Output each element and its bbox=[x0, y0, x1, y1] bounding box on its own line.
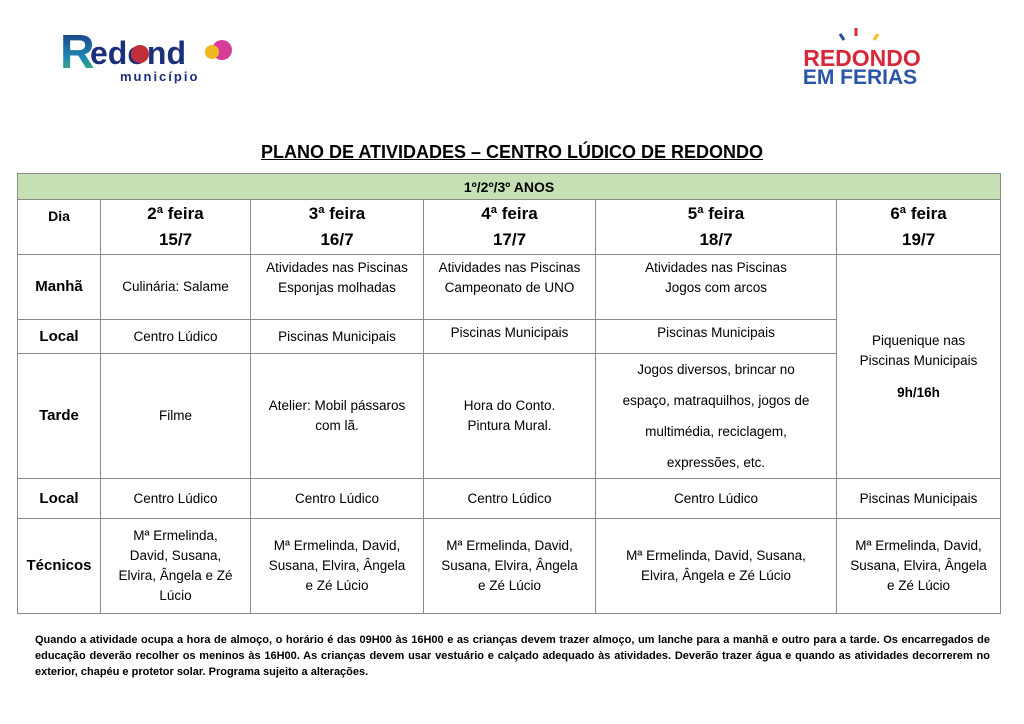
grade-header: 1º/2º/3º ANOS bbox=[16, 173, 1002, 200]
cell: Mª Ermelinda, David, Susana, Elvira, Ânge… bbox=[595, 518, 837, 614]
cell: Centro Lúdico bbox=[100, 319, 251, 354]
svg-text:R: R bbox=[60, 26, 95, 79]
day-header: 2ª feira 15/7 bbox=[100, 199, 251, 255]
cell: Culinária: Salame bbox=[100, 254, 251, 320]
cell: Centro Lúdico bbox=[250, 478, 424, 519]
cell: Mª Ermelinda, David, Susana, Elvira, Ângel… bbox=[100, 518, 251, 614]
cell-line: expressões, etc. bbox=[666, 455, 766, 470]
cell-line: Jogos diversos, brincar no bbox=[637, 362, 795, 377]
tarde-row: Tarde Filme Atelier: Mobil pássaros com l… bbox=[17, 353, 1001, 479]
cell-line: Jogos com arcos bbox=[664, 280, 768, 295]
cell-line: Elvira, Ângela e Zé bbox=[118, 568, 233, 583]
cell-line: Atividades nas Piscinas bbox=[266, 260, 408, 275]
cell-line: Mª Ermelinda, David, bbox=[855, 538, 982, 553]
cell: Centro Lúdico bbox=[423, 478, 596, 519]
day-date: 16/7 bbox=[320, 230, 354, 249]
svg-text:município: município bbox=[120, 69, 199, 84]
cell: Atelier: Mobil pássaros com lã. bbox=[250, 353, 424, 479]
day-header: 5ª feira 18/7 bbox=[595, 199, 837, 255]
cell-line: Mª Ermelinda, bbox=[133, 528, 218, 543]
cell-line: Lúcio bbox=[159, 588, 192, 603]
day-name: 2ª feira bbox=[147, 204, 204, 223]
cell: Piscinas Municipais bbox=[595, 319, 837, 354]
day-date: 19/7 bbox=[901, 230, 936, 249]
cell-line: Susana, Elvira, Ângela bbox=[850, 558, 987, 573]
manha-row: Manhã Culinária: Salame Atividades nas P… bbox=[17, 254, 1002, 479]
activities-table: 1º/2º/3º ANOS Dia 2ª feira 15/7 3ª feira 1… bbox=[16, 173, 1002, 614]
cell-line: Mª Ermelinda, David, bbox=[273, 538, 401, 553]
cell: Jogos diversos, brincar no espaço, matraq… bbox=[595, 353, 837, 479]
row-label: Manhã bbox=[17, 254, 101, 320]
cell: Piscinas Municipais bbox=[835, 478, 1002, 519]
cell: Hora do Conto. Pintura Mural. bbox=[423, 353, 596, 479]
redondo-em-ferias-logo: REDONDO EM FERIAS bbox=[803, 28, 921, 86]
page-title: PLANO DE ATIVIDADES – CENTRO LÚDICO DE R… bbox=[260, 142, 764, 162]
row-label: Local bbox=[17, 478, 101, 519]
cell-line: Piscinas Municipais bbox=[859, 352, 978, 368]
day-header: 4ª feira 17/7 bbox=[423, 199, 596, 255]
cell-line: Esponjas molhadas bbox=[278, 280, 396, 295]
row-label: Técnicos bbox=[17, 518, 101, 614]
cell: Filme bbox=[100, 353, 251, 479]
tecnicos-row: Técnicos Mª Ermelinda, David, Susana, Elvi… bbox=[17, 518, 1002, 614]
svg-text:EM FERIAS: EM FERIAS bbox=[803, 66, 917, 86]
cell-line: Mª Ermelinda, David, Susana, bbox=[626, 548, 806, 563]
row-label: Tarde bbox=[17, 353, 101, 479]
dia-label: Dia bbox=[17, 199, 101, 255]
cell: Piscinas Municipais bbox=[250, 319, 424, 354]
cell: Atividades nas Piscinas Campeonato de UNO bbox=[423, 254, 596, 320]
cell-line: multimédia, reciclagem, bbox=[645, 424, 787, 439]
cell-line: Elvira, Ângela e Zé Lúcio bbox=[640, 568, 792, 583]
cell-line: e Zé Lúcio bbox=[887, 578, 951, 593]
local-row: Local Centro Lúdico Centro Lúdico Centro… bbox=[17, 478, 1002, 519]
day-date: 18/7 bbox=[699, 230, 733, 249]
cell-line: Filme bbox=[159, 408, 192, 423]
cell-line: Campeonato de UNO bbox=[444, 280, 575, 295]
day-header: 3ª feira 16/7 bbox=[250, 199, 424, 255]
day-name: 3ª feira bbox=[308, 204, 366, 223]
cell-line: Pintura Mural. bbox=[467, 418, 552, 433]
day-header: 6ª feira 19/7 bbox=[835, 199, 1002, 255]
day-name: 6ª feira bbox=[890, 204, 947, 223]
cell-line: e Zé Lúcio bbox=[305, 578, 369, 593]
cell-line: espaço, matraquilhos, jogos de bbox=[622, 393, 810, 408]
cell: Mª Ermelinda, David, Susana, Elvira, Ânge… bbox=[835, 518, 1002, 614]
cell: Piscinas Municipais bbox=[423, 319, 596, 354]
cell-line: Susana, Elvira, Ângela bbox=[268, 558, 406, 573]
day-date: 17/7 bbox=[492, 230, 527, 249]
cell: Mª Ermelinda, David, Susana, Elvira, Ânge… bbox=[423, 518, 596, 614]
cell: Atividades nas Piscinas Esponjas molhadas bbox=[250, 254, 424, 320]
cell: Mª Ermelinda, David, Susana, Elvira, Ânge… bbox=[250, 518, 424, 614]
cell-line: Hora do Conto. bbox=[463, 398, 556, 413]
day-name: 5ª feira bbox=[687, 204, 745, 223]
cell-line: Atividades nas Piscinas bbox=[438, 260, 581, 275]
cell-line: Atelier: Mobil pássaros bbox=[268, 398, 406, 413]
cell-line: Mª Ermelinda, David, bbox=[446, 538, 573, 553]
svg-text:REDONDO: REDONDO bbox=[803, 45, 921, 71]
cell-line: Atividades nas Piscinas bbox=[645, 260, 787, 275]
friday-merged-cell: Piquenique nas Piscinas Municipais 9h/16… bbox=[835, 254, 1002, 479]
cell-line: e Zé Lúcio bbox=[477, 578, 542, 593]
friday-hours: 9h/16h bbox=[897, 384, 940, 400]
cell-line: David, Susana, bbox=[129, 548, 222, 563]
cell-line: Piquenique nas bbox=[872, 332, 966, 348]
cell: Centro Lúdico bbox=[100, 478, 251, 519]
cell-line: Susana, Elvira, Ângela bbox=[441, 558, 578, 573]
day-date: 15/7 bbox=[158, 230, 193, 249]
cell: Centro Lúdico bbox=[595, 478, 837, 519]
day-header-row: Dia 2ª feira 15/7 3ª feira 16/7 4ª feira 17… bbox=[17, 199, 1002, 255]
footer-note: Quando a atividade ocupa a hora de almoç… bbox=[35, 634, 990, 678]
redondo-municipio-logo: R edond município bbox=[60, 26, 232, 84]
cell-line: Culinária: Salame bbox=[122, 279, 229, 294]
row-label: Local bbox=[17, 319, 101, 354]
cell: Atividades nas Piscinas Jogos com arcos bbox=[595, 254, 837, 320]
cell-line: com lã. bbox=[315, 418, 359, 433]
day-name: 4ª feira bbox=[481, 204, 538, 223]
